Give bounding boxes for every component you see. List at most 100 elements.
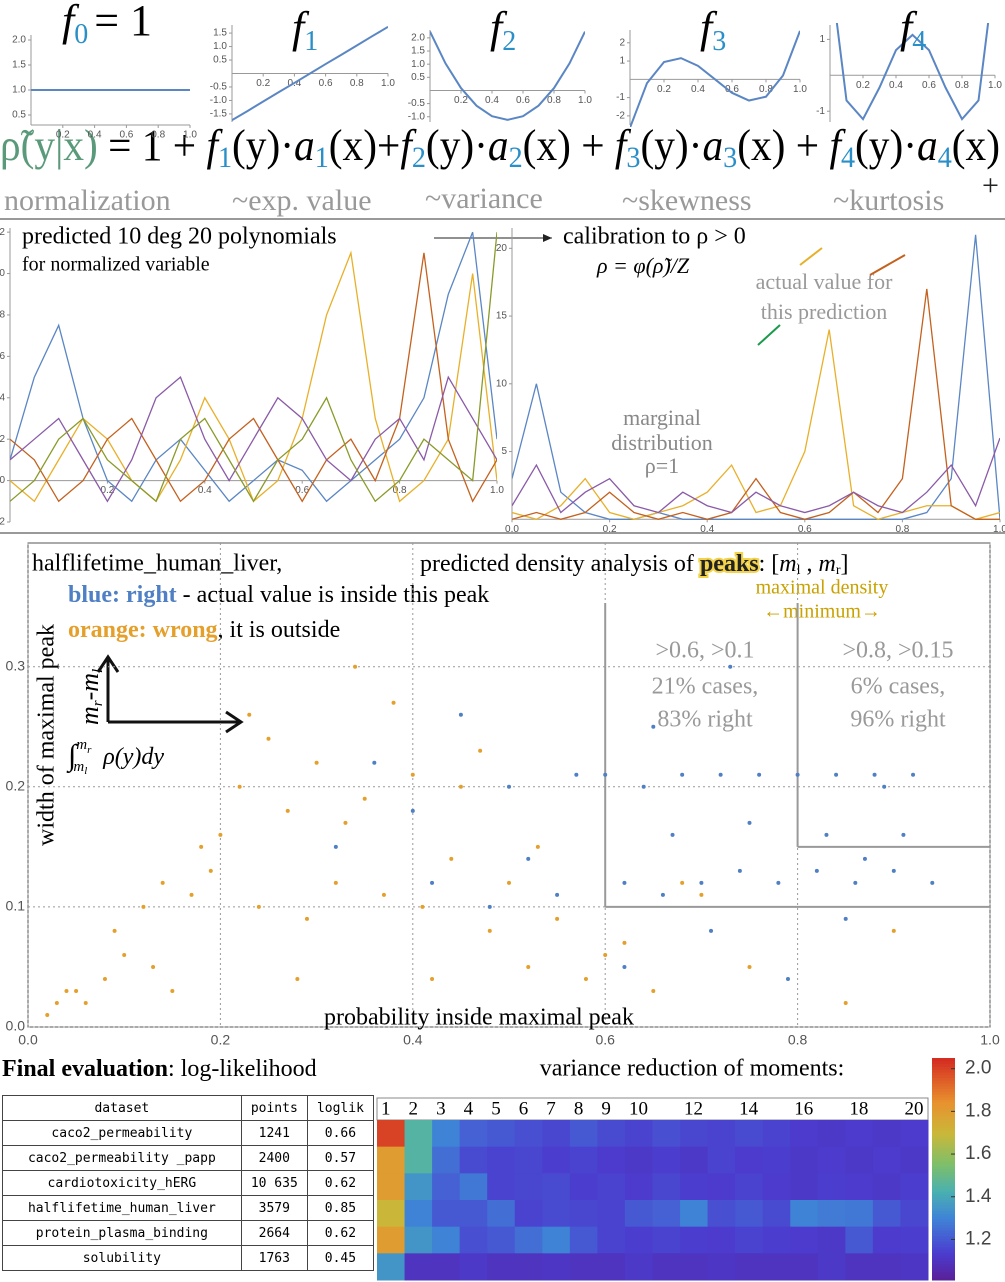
text: ∫mr ml ρ(y)dy bbox=[66, 737, 164, 776]
colorbar-step bbox=[932, 1205, 955, 1209]
text: , bbox=[801, 551, 819, 577]
cell bbox=[514, 1146, 543, 1174]
y-tick-label: 1 bbox=[619, 56, 625, 67]
x-tick-label: 0.6 bbox=[295, 485, 309, 496]
title-index: 2 bbox=[502, 26, 516, 57]
y-tick-label: 8 bbox=[0, 310, 5, 321]
y-tick-label: 10 bbox=[0, 268, 5, 279]
point bbox=[237, 784, 242, 789]
arrow bbox=[869, 254, 906, 276]
colorbar-step bbox=[932, 1113, 955, 1117]
text: peaks bbox=[700, 551, 759, 577]
formula-token: 1 bbox=[315, 141, 329, 174]
x-tick-label: 0.0 bbox=[18, 1032, 38, 1048]
cell bbox=[487, 1253, 516, 1281]
text: Final evaluation: log-likelihood bbox=[2, 1056, 317, 1082]
point bbox=[834, 772, 839, 777]
cell bbox=[542, 1146, 571, 1174]
point bbox=[747, 964, 752, 969]
cell bbox=[790, 1200, 819, 1228]
point bbox=[526, 964, 531, 969]
point bbox=[535, 844, 540, 849]
formula-token: + bbox=[785, 121, 829, 170]
y-tick-label: 0.5 bbox=[213, 55, 227, 66]
cell bbox=[872, 1173, 901, 1201]
formula-token: (y)· bbox=[232, 121, 294, 170]
cell bbox=[624, 1146, 653, 1174]
colorbar-step bbox=[932, 1202, 955, 1206]
formula-token: 4 bbox=[841, 141, 855, 174]
cell bbox=[872, 1146, 901, 1174]
point bbox=[872, 772, 877, 777]
y-tick-label: 1.5 bbox=[12, 60, 26, 71]
y-tick-label: 0.3 bbox=[6, 657, 26, 673]
cell bbox=[597, 1226, 626, 1254]
cell bbox=[459, 1226, 488, 1254]
column-label: 16 bbox=[794, 1098, 813, 1119]
point bbox=[122, 952, 127, 957]
colorbar-step bbox=[932, 1119, 955, 1123]
colorbar-step bbox=[932, 1082, 955, 1087]
cell bbox=[597, 1253, 626, 1281]
cell bbox=[432, 1173, 461, 1201]
x-tick-label: 0.4 bbox=[700, 524, 714, 535]
colorbar-step bbox=[932, 1180, 955, 1184]
formula-token: (x) bbox=[952, 121, 1000, 170]
y-tick-label: 1 bbox=[819, 34, 825, 45]
cell bbox=[597, 1173, 626, 1201]
text: Final evaluation bbox=[2, 1056, 168, 1082]
x-tick-label: 1.0 bbox=[183, 130, 197, 141]
colorbar-step bbox=[932, 1088, 955, 1092]
cell bbox=[487, 1146, 516, 1174]
colorbar-label: 1.6 bbox=[965, 1143, 991, 1164]
cell: 1763 bbox=[240, 1245, 308, 1271]
x-tick-label: 0.0 bbox=[505, 524, 519, 535]
cell bbox=[487, 1200, 516, 1228]
cell bbox=[680, 1226, 709, 1254]
point bbox=[430, 880, 435, 885]
x-tick-label: 0.8 bbox=[895, 524, 909, 535]
formula-token: (y)· bbox=[640, 121, 702, 170]
cell bbox=[542, 1253, 571, 1281]
colorbar-step bbox=[932, 1069, 955, 1073]
text: ←minimum→ bbox=[763, 601, 881, 623]
moment-label: ~kurtosis bbox=[833, 184, 944, 217]
cell bbox=[432, 1120, 461, 1148]
colorbar-step bbox=[932, 1096, 955, 1101]
cell bbox=[680, 1120, 709, 1148]
point bbox=[843, 1000, 848, 1005]
cell bbox=[377, 1173, 406, 1201]
y-tick-label: 0.0 bbox=[6, 1018, 26, 1034]
cell bbox=[459, 1173, 488, 1201]
chart-title: f1 bbox=[292, 3, 318, 57]
y-tick-label: 1.0 bbox=[12, 85, 26, 96]
cell bbox=[487, 1120, 516, 1148]
point bbox=[507, 784, 511, 789]
cell bbox=[900, 1200, 929, 1228]
colorbar-step bbox=[932, 1191, 955, 1195]
cell bbox=[487, 1173, 516, 1201]
formula-token: 4 bbox=[938, 141, 952, 174]
scatter-annotations: halflifetime_human_liver, predicted dens… bbox=[32, 549, 954, 777]
point bbox=[449, 856, 454, 861]
cell bbox=[459, 1146, 488, 1174]
column-label: 3 bbox=[436, 1098, 446, 1119]
cell bbox=[845, 1173, 874, 1201]
text: blue: right - actual value is inside thi… bbox=[68, 582, 489, 608]
text: variance reduction of moments: bbox=[540, 1056, 845, 1082]
point bbox=[343, 820, 348, 825]
text: -m bbox=[75, 673, 104, 700]
point bbox=[785, 976, 790, 981]
series-line bbox=[430, 31, 585, 121]
point bbox=[737, 868, 742, 873]
point bbox=[622, 880, 627, 885]
colorbar-step bbox=[932, 1107, 955, 1112]
arrow-head bbox=[543, 234, 552, 242]
cell: 1241 bbox=[240, 1120, 308, 1146]
cell bbox=[900, 1146, 929, 1174]
y-tick-label: -1 bbox=[816, 106, 825, 117]
x-tick-label: 1.0 bbox=[381, 78, 395, 89]
formula-token: a bbox=[917, 121, 938, 170]
y-axis-label: width of maximal peak bbox=[34, 624, 60, 846]
moment-label: normalization bbox=[4, 184, 171, 217]
